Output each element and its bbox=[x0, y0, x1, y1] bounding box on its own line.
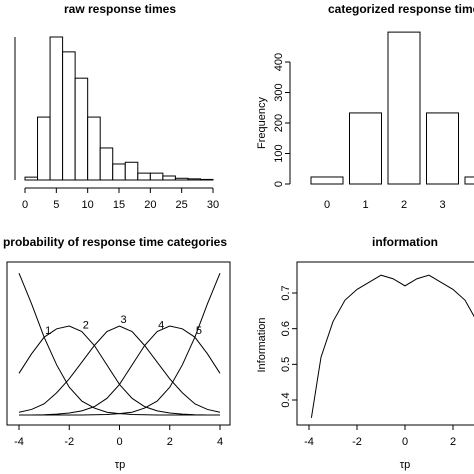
histogram-bar bbox=[112, 163, 126, 181]
histogram-bar bbox=[74, 77, 89, 181]
chart-title: information bbox=[372, 235, 438, 249]
x-tick-label: 15 bbox=[113, 199, 125, 211]
y-axis-label: Frequency bbox=[256, 97, 268, 149]
histogram-bar bbox=[24, 176, 39, 181]
chart-title: raw response times bbox=[64, 2, 176, 16]
bar bbox=[426, 112, 459, 185]
bar bbox=[349, 112, 382, 185]
x-tick-label: 0 bbox=[324, 199, 330, 211]
chart-title: probability of response time categories bbox=[3, 235, 227, 249]
histogram-bar bbox=[174, 177, 189, 181]
x-axis-label: τp bbox=[400, 459, 410, 471]
histogram-bar bbox=[149, 172, 164, 181]
histogram-bar bbox=[49, 36, 64, 181]
y-tick-label: 0.4 bbox=[280, 392, 292, 407]
x-tick-label: -4 bbox=[304, 436, 314, 448]
line bbox=[18, 325, 221, 413]
x-tick-label: 30 bbox=[207, 199, 219, 211]
x-tick-label: -4 bbox=[14, 436, 24, 448]
x-tick-label: 25 bbox=[176, 199, 188, 211]
x-tick-label: 5 bbox=[53, 199, 59, 211]
x-tick-label: 3 bbox=[439, 199, 445, 211]
y-tick-label: 200 bbox=[273, 114, 285, 132]
y-tick-label: 400 bbox=[273, 53, 285, 71]
x-tick-label: 0 bbox=[22, 199, 28, 211]
histogram-bar bbox=[124, 161, 139, 181]
x-tick-label: -2 bbox=[64, 436, 74, 448]
x-tick-label: 0 bbox=[402, 436, 408, 448]
x-tick-label: 10 bbox=[82, 199, 94, 211]
x-tick-label: 1 bbox=[362, 199, 368, 211]
x-tick-label: 2 bbox=[401, 199, 407, 211]
curve-label: 5 bbox=[196, 325, 202, 337]
y-tick-label: 100 bbox=[273, 144, 285, 162]
y-tick-label: 0 bbox=[273, 181, 285, 187]
histogram-bar bbox=[137, 172, 151, 181]
bar bbox=[464, 176, 474, 185]
plot-box bbox=[6, 261, 231, 426]
x-tick-label: 20 bbox=[144, 199, 156, 211]
x-axis-label: τp bbox=[115, 459, 125, 471]
histogram-bar bbox=[99, 147, 114, 181]
line bbox=[18, 325, 220, 416]
y-axis-label: Information bbox=[256, 317, 268, 372]
curve-label: 1 bbox=[45, 325, 51, 337]
y-tick-label: 0.6 bbox=[280, 321, 292, 336]
line bbox=[19, 273, 221, 416]
chart-title: categorized response times bbox=[328, 2, 474, 16]
x-tick-label: -2 bbox=[352, 436, 362, 448]
curve-label: 4 bbox=[158, 320, 164, 332]
curve-label: 3 bbox=[120, 314, 126, 326]
x-tick-label: 2 bbox=[167, 436, 173, 448]
x-tick-label: 2 bbox=[450, 436, 456, 448]
line bbox=[310, 274, 474, 418]
bar bbox=[310, 176, 344, 185]
bar bbox=[387, 31, 421, 185]
curve-label: 2 bbox=[83, 320, 89, 332]
histogram-bar bbox=[187, 178, 201, 181]
y-tick-label: 300 bbox=[273, 83, 285, 101]
line bbox=[19, 325, 221, 416]
histogram-bar bbox=[162, 175, 176, 181]
histogram-bar bbox=[199, 178, 214, 181]
line bbox=[18, 273, 220, 416]
y-tick-label: 0.5 bbox=[280, 357, 292, 372]
histogram-bar bbox=[62, 51, 76, 181]
x-tick-label: 4 bbox=[217, 436, 223, 448]
x-tick-label: 0 bbox=[116, 436, 122, 448]
histogram-bar bbox=[87, 116, 101, 181]
y-tick-label: 0.7 bbox=[280, 285, 292, 300]
histogram-bar bbox=[37, 116, 51, 181]
